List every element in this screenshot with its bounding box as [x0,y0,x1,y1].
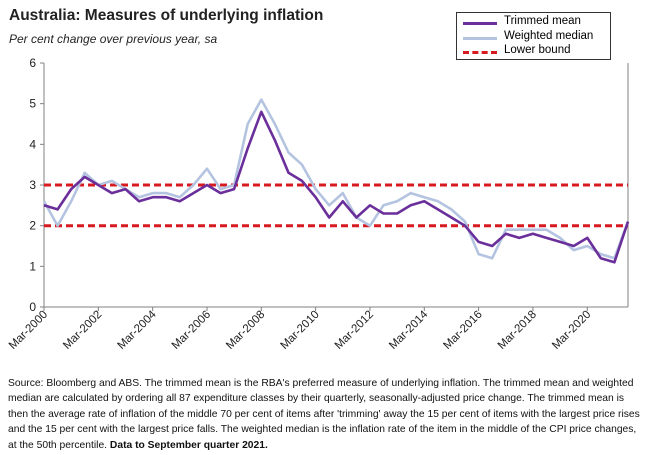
y-tick-label: 6 [29,56,36,70]
chart-title: Australia: Measures of underlying inflat… [9,7,324,24]
x-tick-label: Mar-2002 [61,309,104,352]
legend-label-lower-bound: Lower bound [504,44,571,56]
source-note-text: Source: Bloomberg and ABS. The trimmed m… [8,378,640,451]
x-tick-label: Mar-2014 [387,308,431,352]
y-tick-label: 1 [29,259,36,273]
x-tick-label: Mar-2000 [7,309,50,352]
y-tick-label: 0 [29,300,36,314]
x-tick-label: Mar-2016 [441,309,484,352]
source-note-data-date: Data to September quarter 2021. [109,439,268,451]
y-tick-label: 4 [29,137,36,151]
source-note: Source: Bloomberg and ABS. The trimmed m… [8,376,642,453]
chart-subtitle: Per cent change over previous year, sa [9,32,218,46]
x-tick-label: Mar-2008 [224,309,267,352]
x-tick-label: Mar-2018 [496,309,539,352]
y-tick-label: 2 [29,219,36,233]
x-tick-label: Mar-2010 [278,309,321,352]
y-tick-label: 3 [29,178,36,192]
legend-label-trimmed-mean: Trimmed mean [504,15,581,27]
line-chart: 0 1 2 3 4 5 6 Mar-2000 Mar-2002 Mar-2004 Mar-2006 M… [7,56,630,352]
legend-swatch-weighted-median [463,37,497,40]
x-tick-label: Mar-2006 [170,309,213,352]
legend-label-weighted-median: Weighted median [504,30,594,42]
x-tick-label: Mar-2012 [333,309,376,352]
x-tick-label: Mar-2020 [550,309,593,352]
legend: Trimmed mean Weighted median Lower bound [456,12,611,60]
weighted-median-line [42,98,630,260]
legend-swatch-lower-bound [463,51,497,54]
trimmed-mean-line [43,110,630,264]
x-tick-label: Mar-2004 [115,308,159,352]
legend-swatch-trimmed-mean [463,22,497,25]
y-tick-label: 5 [29,97,36,111]
